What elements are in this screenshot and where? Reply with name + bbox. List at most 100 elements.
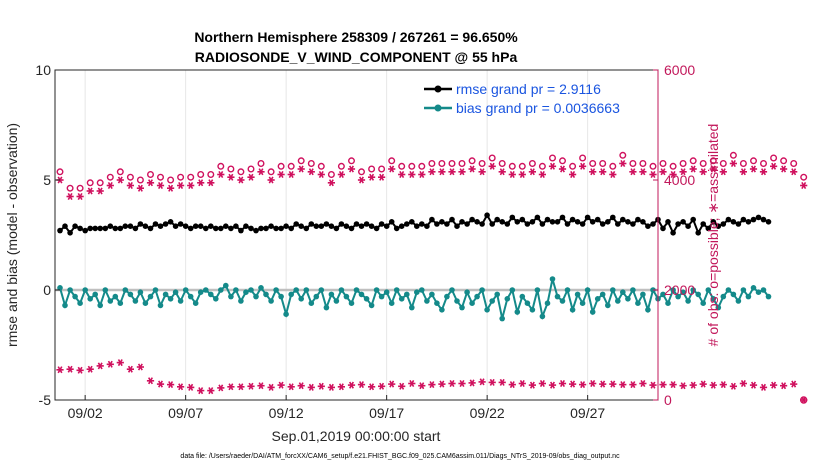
bias-point — [645, 307, 651, 313]
possible-obs-point — [398, 162, 406, 170]
bias-point — [318, 287, 325, 293]
assimilated-obs-point — [357, 176, 366, 184]
star-stroke — [670, 381, 676, 389]
bias-series — [57, 276, 772, 322]
bias-point — [147, 293, 154, 300]
rmse-point — [599, 221, 606, 227]
possible-obs-point — [86, 179, 94, 187]
low-count-obs-point — [790, 380, 798, 388]
possible-obs-point — [498, 159, 506, 167]
star-stroke — [87, 365, 93, 373]
possible-obs-point — [569, 162, 577, 170]
rmse-point — [157, 223, 164, 229]
assimilated-obs-point — [780, 165, 788, 173]
rmse-point — [514, 219, 521, 225]
star-stroke — [630, 381, 636, 389]
star-stroke — [77, 192, 83, 201]
bias-point — [615, 298, 621, 304]
bias-point — [393, 287, 400, 293]
star-stroke — [338, 383, 344, 391]
bias-point — [122, 287, 129, 293]
low-count-obs-point — [307, 383, 315, 391]
possible-obs-point — [156, 173, 164, 181]
star-stroke — [359, 176, 364, 184]
rmse-point — [529, 219, 536, 225]
star-stroke — [288, 170, 294, 179]
rmse-point — [579, 221, 586, 227]
possible-obs-point — [56, 168, 64, 176]
assimilated-obs-point — [589, 168, 597, 176]
possible-obs-point — [327, 170, 335, 178]
rmse-point — [303, 225, 310, 232]
star-stroke — [771, 162, 777, 170]
low-count-obs-point — [337, 383, 345, 391]
star-stroke — [127, 365, 133, 373]
rmse-point — [740, 216, 747, 223]
low-count-obs-point — [639, 379, 647, 388]
low-count-obs-point — [649, 381, 657, 389]
assimilated-obs-point — [759, 168, 768, 176]
star-stroke — [137, 363, 143, 371]
bias-point — [62, 302, 68, 309]
low-count-obs-point — [96, 362, 104, 370]
star-stroke — [57, 366, 63, 374]
star-stroke — [650, 381, 656, 389]
bias-point — [238, 298, 244, 304]
bias-point — [72, 293, 78, 300]
rmse-point — [630, 221, 636, 227]
y-left-tick-label: 10 — [35, 62, 51, 78]
bias-point — [424, 298, 430, 304]
star-stroke — [469, 165, 475, 173]
rmse-point — [685, 223, 691, 229]
assimilated-obs-point — [317, 170, 325, 179]
bias-point — [223, 282, 229, 289]
bias-point — [328, 291, 335, 298]
star-stroke — [248, 173, 254, 181]
low-count-obs-point — [76, 366, 84, 374]
bias-point — [213, 296, 219, 302]
series-layer — [55, 151, 808, 404]
low-count-obs-point — [357, 381, 366, 389]
bias-point — [725, 287, 732, 293]
rmse-point — [509, 214, 516, 221]
star-stroke — [459, 379, 465, 388]
possible-obs-point — [76, 184, 84, 192]
bias-point — [705, 287, 712, 293]
bias-point — [710, 296, 717, 302]
star-stroke — [620, 159, 626, 168]
star-stroke — [369, 173, 375, 181]
rmse-point — [107, 223, 114, 229]
rmse-point — [544, 216, 551, 223]
star-stroke — [419, 382, 425, 390]
low-count-obs-point — [347, 381, 356, 389]
y-right-tick-label: 0 — [664, 392, 672, 408]
star-stroke — [600, 168, 606, 176]
rmse-point — [248, 225, 254, 232]
rmse-point — [484, 212, 490, 218]
possible-obs-point — [388, 157, 396, 165]
star-stroke — [700, 168, 706, 176]
low-count-obs-point — [759, 383, 768, 391]
possible-obs-point — [699, 159, 707, 167]
rmse-point — [464, 221, 470, 227]
bias-point — [203, 287, 209, 293]
assimilated-obs-point — [669, 170, 677, 179]
low-count-obs-point — [388, 380, 396, 388]
star-stroke — [700, 380, 706, 388]
assimilated-obs-point — [146, 179, 155, 187]
star-stroke — [399, 170, 405, 179]
star-stroke — [680, 382, 686, 390]
possible-obs-point — [66, 184, 74, 192]
bias-point — [574, 291, 581, 298]
low-count-obs-point — [428, 381, 436, 389]
star-stroke — [660, 168, 666, 176]
rmse-point — [625, 219, 631, 225]
star-stroke — [379, 382, 385, 390]
rmse-point — [554, 219, 561, 225]
bias-point — [715, 304, 722, 311]
possible-obs-point — [709, 157, 717, 165]
low-count-obs-point — [770, 381, 778, 389]
rmse-point — [574, 219, 581, 225]
bias-point — [112, 293, 119, 300]
assimilated-obs-point — [66, 192, 74, 201]
